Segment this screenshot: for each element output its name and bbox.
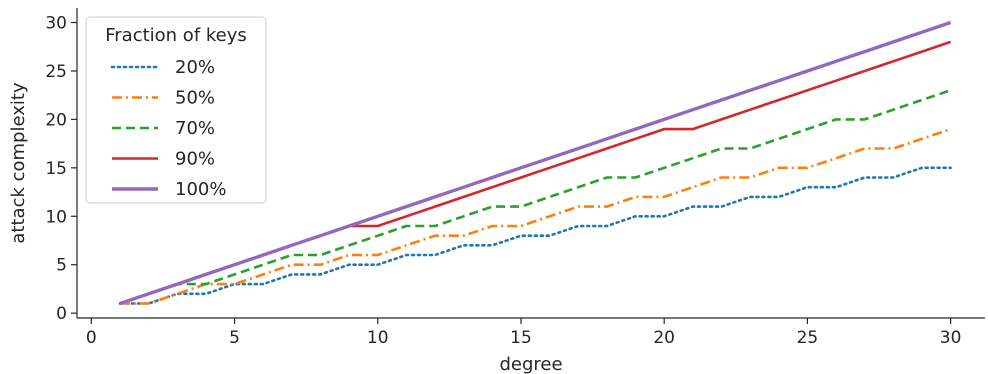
- x-tick-label: 15: [510, 328, 532, 348]
- legend: Fraction of keys 20% 50% 70% 90% 100%: [85, 16, 267, 204]
- x-tick-label: 25: [797, 328, 819, 348]
- series-line-20pct: [118, 166, 952, 305]
- x-tick-label: 20: [653, 328, 675, 348]
- y-axis-label: attack complexity: [8, 82, 29, 244]
- y-tick-label: 25: [45, 62, 67, 82]
- y-tick-label: 0: [56, 304, 67, 324]
- legend-title: Fraction of keys: [105, 25, 247, 46]
- x-axis-label: degree: [499, 354, 562, 374]
- plot-area: [118, 20, 952, 306]
- x-tick-label: 10: [367, 328, 389, 348]
- y-tick-label: 15: [45, 159, 67, 179]
- x-tick-label: 5: [229, 328, 240, 348]
- legend-box: [85, 16, 267, 204]
- series-line-100pct: [119, 20, 952, 306]
- legend-label: 100%: [175, 179, 226, 200]
- y-tick-label: 10: [45, 207, 67, 227]
- y-tick-label: 5: [56, 256, 67, 276]
- series-line-50pct: [120, 127, 952, 305]
- legend-label: 70%: [175, 118, 215, 139]
- legend-label: 50%: [175, 88, 215, 109]
- x-tick-label: 0: [86, 328, 97, 348]
- y-tick-label: 30: [45, 14, 67, 34]
- legend-label: 20%: [175, 57, 215, 78]
- x-tick-label: 30: [940, 328, 962, 348]
- y-tick-label: 20: [45, 110, 67, 130]
- legend-label: 90%: [175, 149, 215, 170]
- axes: 0 5 10 15 20 25 30 0 5 10 15 20 25 30: [45, 8, 985, 348]
- series-line-70pct: [119, 89, 952, 305]
